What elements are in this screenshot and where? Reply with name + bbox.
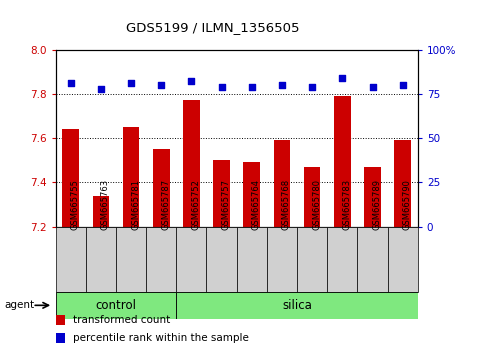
Point [399,82,407,88]
FancyBboxPatch shape [388,227,418,292]
Text: GSM665763: GSM665763 [101,179,110,230]
Bar [183,101,199,227]
Point [248,84,256,90]
Text: GSM665787: GSM665787 [161,179,170,230]
FancyBboxPatch shape [297,227,327,292]
Text: GDS5199 / ILMN_1356505: GDS5199 / ILMN_1356505 [126,21,299,34]
Bar [153,149,170,227]
Bar [213,160,230,227]
Text: agent: agent [5,300,35,310]
Text: GSM665752: GSM665752 [191,179,200,230]
FancyBboxPatch shape [116,227,146,292]
FancyBboxPatch shape [56,227,86,292]
Text: GSM665768: GSM665768 [282,179,291,230]
Bar [304,167,320,227]
Point [127,80,135,86]
Bar [123,127,139,227]
Bar [56,315,65,325]
FancyBboxPatch shape [357,227,388,292]
Point [157,82,165,88]
FancyBboxPatch shape [237,227,267,292]
Text: GSM665757: GSM665757 [222,179,230,230]
FancyBboxPatch shape [146,227,176,292]
Bar [243,162,260,227]
FancyBboxPatch shape [327,227,357,292]
Text: transformed count: transformed count [72,315,170,325]
Text: GSM665783: GSM665783 [342,179,351,230]
Text: GSM665781: GSM665781 [131,179,140,230]
FancyBboxPatch shape [207,227,237,292]
Bar [395,140,411,227]
Text: GSM665790: GSM665790 [403,179,412,230]
Text: GSM665789: GSM665789 [372,179,382,230]
Text: control: control [96,299,136,312]
Point [187,79,195,84]
Bar [62,129,79,227]
FancyBboxPatch shape [267,227,297,292]
FancyBboxPatch shape [176,292,418,319]
FancyBboxPatch shape [176,227,207,292]
Text: percentile rank within the sample: percentile rank within the sample [72,333,248,343]
FancyBboxPatch shape [56,292,176,319]
Point [97,86,105,91]
Point [308,84,316,90]
Text: GSM665764: GSM665764 [252,179,261,230]
Point [369,84,376,90]
Point [339,75,346,81]
Text: silica: silica [282,299,312,312]
Point [278,82,286,88]
Bar [93,195,109,227]
Point [218,84,226,90]
Point [67,80,74,86]
Text: GSM665780: GSM665780 [312,179,321,230]
Bar [274,140,290,227]
Bar [334,96,351,227]
Bar [56,333,65,343]
FancyBboxPatch shape [86,227,116,292]
Bar [364,167,381,227]
Text: GSM665755: GSM665755 [71,179,80,230]
